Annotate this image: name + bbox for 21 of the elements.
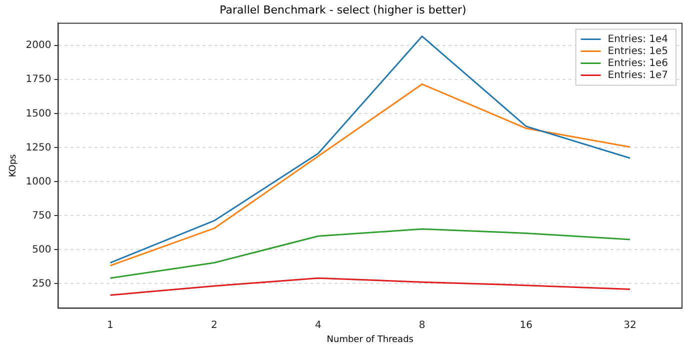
x-tick-label: 2 bbox=[211, 320, 218, 331]
y-tick-label: 2000 bbox=[26, 40, 52, 52]
y-tick-label: 750 bbox=[32, 210, 52, 222]
x-tick-label: 1 bbox=[107, 320, 114, 331]
y-tick-label: 500 bbox=[32, 244, 52, 256]
y-tick-label: 1500 bbox=[26, 108, 52, 120]
legend-label: Entries: 1e5 bbox=[608, 46, 668, 57]
y-tick-label: 1250 bbox=[26, 142, 52, 154]
legend-label: Entries: 1e4 bbox=[608, 34, 668, 45]
legend-label: Entries: 1e7 bbox=[608, 70, 668, 81]
x-tick-label: 8 bbox=[418, 320, 426, 331]
legend-label: Entries: 1e6 bbox=[608, 58, 668, 69]
y-tick-label: 1000 bbox=[26, 176, 52, 188]
y-axis-title: KOps bbox=[8, 154, 19, 178]
x-tick-label: 32 bbox=[624, 320, 636, 331]
x-axis-title: Number of Threads bbox=[326, 334, 414, 345]
x-tick-label: 16 bbox=[520, 320, 532, 331]
y-tick-label: 1750 bbox=[26, 74, 52, 86]
x-tick-label: 4 bbox=[314, 320, 322, 331]
chart-title: Parallel Benchmark - select (higher is better) bbox=[220, 3, 466, 16]
y-tick-label: 250 bbox=[32, 278, 52, 290]
